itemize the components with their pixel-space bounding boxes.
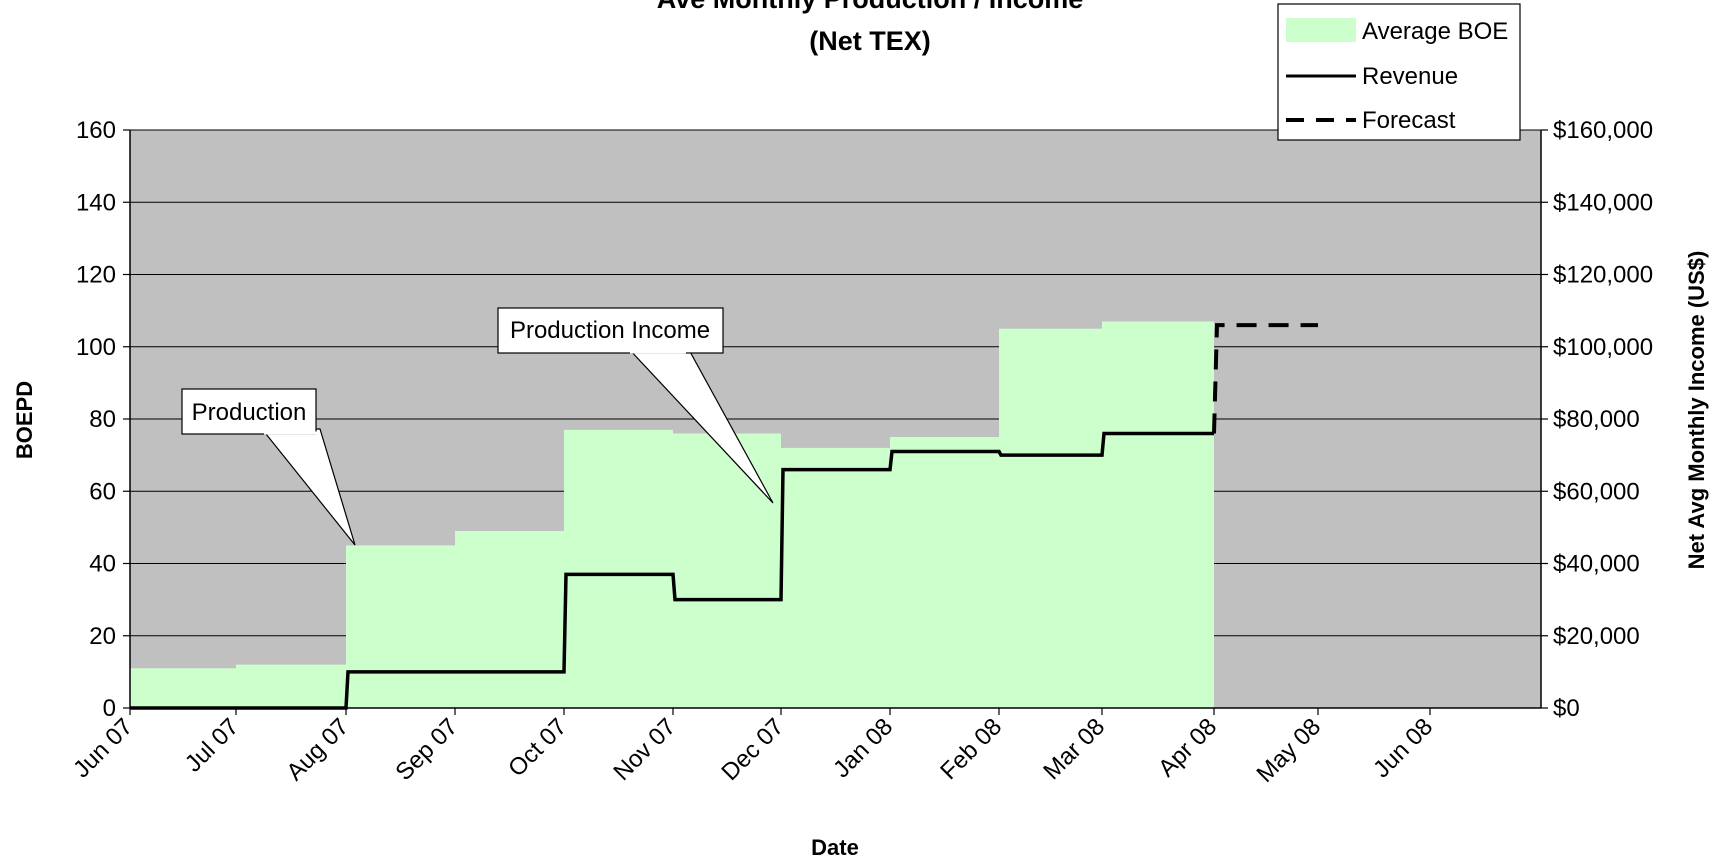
callout-production: Production <box>181 388 356 546</box>
x-tick-label: Aug 07 <box>281 713 354 786</box>
legend-swatch-average-boe <box>1286 18 1356 42</box>
callout-production-income-box <box>497 307 724 354</box>
right-tick-label: $140,000 <box>1553 189 1653 216</box>
left-tick-label: 100 <box>76 334 116 361</box>
callout-production-label: Production <box>192 399 307 426</box>
chart-title-line1: Ave Monthly Production / Income <box>657 0 1084 14</box>
left-tick-label: 40 <box>89 551 116 578</box>
x-tick-label: Mar 08 <box>1038 713 1110 785</box>
x-tick-label: Sep 07 <box>390 713 463 786</box>
left-tick-label: 0 <box>103 695 116 722</box>
callout-production-income: Production Income <box>497 307 774 504</box>
average-boe-bar <box>564 429 673 708</box>
left-tick-label: 60 <box>89 478 116 505</box>
average-boe-bar <box>455 530 564 708</box>
revenue-line-layer <box>130 323 1318 710</box>
left-axis-title: BOEPD <box>12 381 37 459</box>
average-boe-bar <box>130 668 236 708</box>
forecast-line <box>1212 323 1318 434</box>
x-tick-label: Nov 07 <box>608 713 681 786</box>
x-tick-label: Feb 08 <box>935 713 1007 785</box>
x-tick-label: Oct 07 <box>503 713 572 782</box>
right-tick-label: $80,000 <box>1553 406 1640 433</box>
right-tick-labels: $0 $20,000 $40,000 $60,000 $80,000 $100,000 $1… <box>1553 117 1653 722</box>
left-tick-label: 120 <box>76 262 116 289</box>
right-tick-label: $100,000 <box>1553 334 1653 361</box>
right-tick-label: $0 <box>1553 695 1580 722</box>
left-tick-labels: 0 20 40 60 80 100 120 140 160 <box>76 117 116 722</box>
left-tick-label: 140 <box>76 189 116 216</box>
average-boe-area <box>130 321 1214 708</box>
left-tick-label: 20 <box>89 623 116 650</box>
right-tick-label: $120,000 <box>1553 262 1653 289</box>
x-tick-labels: Jun 07 Jul 07 Aug 07 Sep 07 Oct 07 Nov 07 Dec … <box>68 713 1438 788</box>
legend-label-revenue: Revenue <box>1362 63 1458 90</box>
legend: Average BOE Revenue Forecast <box>1277 3 1521 141</box>
average-boe-bar <box>346 545 455 708</box>
x-tick-label: May 08 <box>1251 713 1326 788</box>
average-boe-bar <box>673 433 781 708</box>
right-axis-title: Net Avg Monthly Income (US$) <box>1684 251 1709 570</box>
average-boe-bar <box>236 664 346 708</box>
right-tick-label: $20,000 <box>1553 623 1640 650</box>
callout-production-box <box>181 388 317 435</box>
revenue-line <box>130 431 1214 710</box>
x-tick-label: Apr 08 <box>1153 713 1222 782</box>
legend-label-average-boe: Average BOE <box>1362 18 1508 45</box>
right-tick-label: $160,000 <box>1553 117 1653 144</box>
callout-production-income-label: Production Income <box>510 317 710 344</box>
average-boe-bar <box>781 447 890 708</box>
right-tick-label: $60,000 <box>1553 478 1640 505</box>
x-tick-label: Jan 08 <box>828 713 898 783</box>
axes <box>129 130 1542 709</box>
x-axis-title: Date <box>811 835 859 857</box>
left-tick-label: 160 <box>76 117 116 144</box>
average-boe-bar <box>1102 321 1214 708</box>
right-tick-label: $40,000 <box>1553 551 1640 578</box>
x-tick-label: Jun 07 <box>68 713 138 783</box>
x-tick-label: Dec 07 <box>716 713 789 786</box>
average-boe-bar <box>999 328 1102 708</box>
chart-title-line2: (Net TEX) <box>809 26 931 56</box>
legend-label-forecast: Forecast <box>1362 107 1456 134</box>
x-tick-label: Jul 07 <box>180 713 244 777</box>
left-tick-label: 80 <box>89 406 116 433</box>
average-boe-bar <box>890 437 999 708</box>
x-tick-label: Jun 08 <box>1368 713 1438 783</box>
